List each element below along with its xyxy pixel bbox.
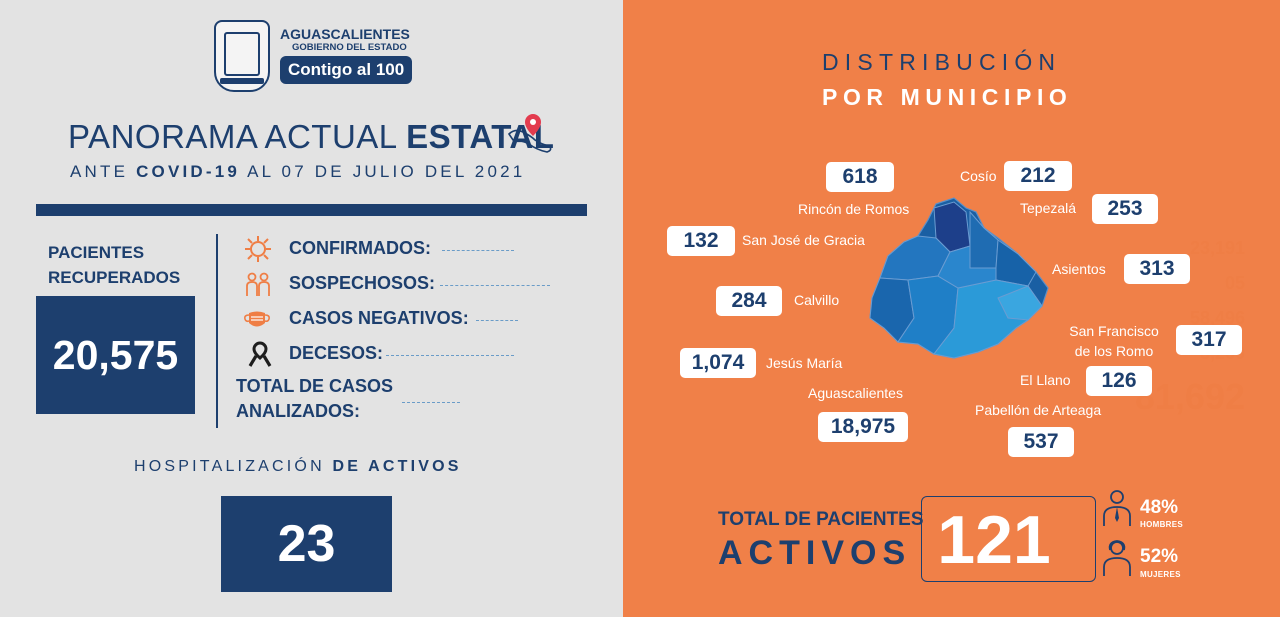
hospitalization-value: 23: [221, 496, 392, 592]
municipio-value: 537: [1008, 427, 1074, 457]
man-icon: [1103, 490, 1131, 526]
active-label: TOTAL DE PACIENTES: [718, 509, 924, 530]
municipio-value: 284: [716, 286, 782, 316]
municipio-name: Cosío: [960, 168, 997, 184]
mexico-pin-icon: [507, 114, 552, 153]
page-subtitle: ANTE COVID-19 AL 07 DE JULIO DEL 2021: [70, 162, 526, 181]
municipio-name: El Llano: [1020, 372, 1071, 388]
municipio-name: Tepezalá: [1020, 200, 1077, 216]
active-label-bold: ACTIVOS: [718, 534, 912, 572]
municipio-name: Jesús María: [766, 355, 843, 371]
active-value: 121: [937, 502, 1051, 578]
total-label: TOTAL DE CASOS ANALIZADOS:: [236, 376, 394, 421]
face-mask-icon: [244, 311, 270, 327]
municipio-value: 1,074: [680, 348, 756, 378]
dashed-leader: [402, 402, 460, 403]
municipio-value: 317: [1176, 325, 1242, 355]
men-label: HOMBRES: [1140, 520, 1183, 529]
municipio-value: 132: [667, 226, 735, 256]
dashed-leader: [476, 320, 518, 321]
municipio-name: Asientos: [1052, 261, 1106, 277]
men-percent: 48%: [1140, 497, 1179, 518]
confirmed-value: 23,191: [1189, 238, 1245, 258]
suspect-label: SOSPECHOSOS:: [289, 273, 436, 293]
woman-icon: [1103, 540, 1131, 576]
dashed-leader: [386, 355, 514, 356]
active-frame: [921, 496, 1096, 582]
women-label: MUJERES: [1140, 570, 1181, 579]
recovered-label: PACIENTES RECUPERADOS: [48, 243, 181, 287]
municipio-name: Rincón de Romos: [798, 201, 910, 217]
negative-label: CASOS NEGATIVOS:: [289, 308, 469, 328]
municipio-value: 253: [1092, 194, 1158, 224]
distribution-title: DISTRIBUCIÓN: [822, 49, 1062, 75]
dashed-leader: [442, 250, 514, 251]
women-percent: 52%: [1140, 546, 1179, 567]
suspect-value: 05: [1224, 273, 1245, 293]
municipio-name: San José de Gracia: [742, 232, 865, 248]
municipio-value: 313: [1124, 254, 1190, 284]
municipio-value: 18,975: [818, 412, 908, 442]
municipio-value: 212: [1004, 161, 1072, 191]
total-value: 81,692: [1134, 376, 1245, 417]
deaths-label: DECESOS:: [289, 343, 384, 363]
municipio-name: San Francisco de los Romo: [1069, 323, 1159, 359]
negative-value: 58,496: [1189, 308, 1245, 328]
distribution-subtitle: POR MUNICIPIO: [822, 84, 1073, 110]
dashed-leader: [440, 285, 550, 286]
hospitalization-label: HOSPITALIZACIÓN DE ACTIVOS: [134, 458, 462, 475]
logo-subtitle: GOBIERNO DEL ESTADO: [292, 42, 407, 53]
recovered-value: 20,575: [36, 296, 195, 414]
confirmed-label: CONFIRMADOS:: [289, 238, 431, 258]
page-title: PANORAMA ACTUAL ESTATAL: [68, 118, 555, 155]
virus-icon: [245, 236, 271, 262]
logo-slogan: Contigo al 100: [280, 56, 413, 84]
municipio-name: Pabellón de Arteaga: [975, 402, 1102, 418]
suspect-icon: [246, 272, 270, 296]
municipio-value: 618: [826, 162, 894, 192]
logo-name: AGUASCALIENTES: [280, 26, 410, 42]
municipio-name: Calvillo: [794, 292, 840, 308]
municipio-value: 126: [1086, 366, 1152, 396]
vertical-divider: [216, 234, 218, 428]
state-map: [869, 197, 1049, 359]
mourning-ribbon-icon: [248, 341, 272, 367]
divider-bar: [36, 204, 587, 216]
state-seal-icon: [214, 20, 270, 92]
municipio-name: Aguascalientes: [808, 385, 903, 401]
